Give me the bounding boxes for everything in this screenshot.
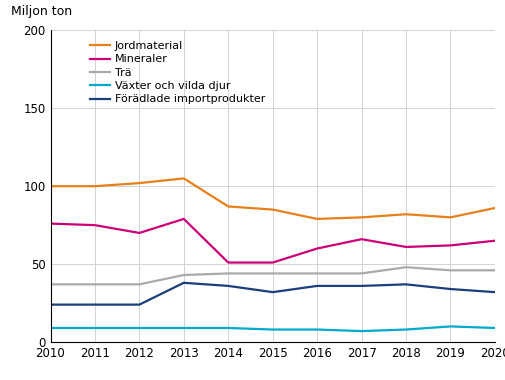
Mineraler	[181, 217, 187, 221]
Jordmaterial	[359, 215, 365, 220]
Förädlade importprodukter	[403, 282, 409, 287]
Line: Mineraler: Mineraler	[50, 219, 495, 263]
Trä	[359, 271, 365, 276]
Mineraler	[492, 239, 498, 243]
Mineraler	[403, 245, 409, 249]
Växter och vilda djur	[47, 326, 54, 330]
Trä	[447, 268, 453, 272]
Mineraler	[359, 237, 365, 241]
Jordmaterial	[492, 206, 498, 210]
Växter och vilda djur	[225, 326, 231, 330]
Jordmaterial	[447, 215, 453, 220]
Jordmaterial	[225, 204, 231, 209]
Förädlade importprodukter	[359, 283, 365, 288]
Jordmaterial	[47, 184, 54, 188]
Växter och vilda djur	[314, 327, 320, 332]
Line: Växter och vilda djur: Växter och vilda djur	[50, 326, 495, 331]
Jordmaterial	[92, 184, 98, 188]
Växter och vilda djur	[92, 326, 98, 330]
Jordmaterial	[181, 176, 187, 181]
Växter och vilda djur	[403, 327, 409, 332]
Trä	[47, 282, 54, 287]
Line: Förädlade importprodukter: Förädlade importprodukter	[50, 283, 495, 305]
Växter och vilda djur	[270, 327, 276, 332]
Jordmaterial	[136, 181, 142, 185]
Trä	[403, 265, 409, 269]
Växter och vilda djur	[181, 326, 187, 330]
Trä	[136, 282, 142, 287]
Förädlade importprodukter	[492, 290, 498, 294]
Jordmaterial	[270, 207, 276, 212]
Mineraler	[314, 246, 320, 251]
Mineraler	[47, 221, 54, 226]
Trä	[92, 282, 98, 287]
Förädlade importprodukter	[447, 287, 453, 291]
Jordmaterial	[314, 217, 320, 221]
Legend: Jordmaterial, Mineraler, Trä, Växter och vilda djur, Förädlade importprodukter: Jordmaterial, Mineraler, Trä, Växter och…	[86, 36, 270, 109]
Jordmaterial	[403, 212, 409, 217]
Trä	[492, 268, 498, 272]
Förädlade importprodukter	[181, 280, 187, 285]
Förädlade importprodukter	[270, 290, 276, 294]
Förädlade importprodukter	[92, 302, 98, 307]
Trä	[314, 271, 320, 276]
Mineraler	[270, 260, 276, 265]
Line: Trä: Trä	[50, 267, 495, 284]
Förädlade importprodukter	[225, 283, 231, 288]
Line: Jordmaterial: Jordmaterial	[50, 179, 495, 219]
Trä	[270, 271, 276, 276]
Växter och vilda djur	[359, 329, 365, 333]
Växter och vilda djur	[492, 326, 498, 330]
Trä	[181, 273, 187, 277]
Text: Miljon ton: Miljon ton	[11, 5, 72, 18]
Växter och vilda djur	[136, 326, 142, 330]
Mineraler	[92, 223, 98, 227]
Växter och vilda djur	[447, 324, 453, 329]
Mineraler	[447, 243, 453, 248]
Mineraler	[225, 260, 231, 265]
Förädlade importprodukter	[314, 283, 320, 288]
Förädlade importprodukter	[136, 302, 142, 307]
Mineraler	[136, 231, 142, 235]
Trä	[225, 271, 231, 276]
Förädlade importprodukter	[47, 302, 54, 307]
